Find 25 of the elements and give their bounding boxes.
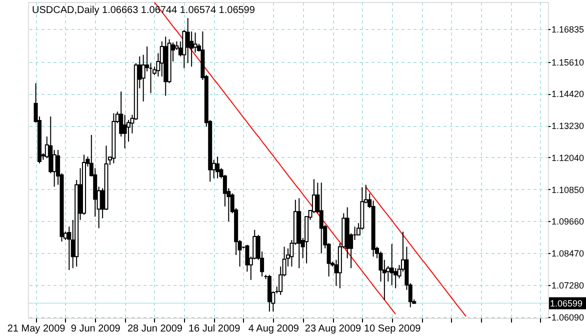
y-tick-label: 1.15610 <box>552 57 584 68</box>
y-tick-label: 1.12040 <box>552 152 584 163</box>
candlestick <box>186 18 190 64</box>
x-tick-label: 10 Sep 2009 <box>364 324 422 334</box>
x-tick-label: 23 Aug 2009 <box>304 324 362 334</box>
candlestick <box>193 32 198 54</box>
y-tick-label: 1.09660 <box>552 216 584 227</box>
candlestick <box>216 156 220 179</box>
y-tick-label: 1.13230 <box>552 121 584 132</box>
x-tick-label: 4 Aug 2009 <box>248 324 300 334</box>
y-tick-label: 1.06090 <box>552 312 584 322</box>
line-series <box>365 186 467 317</box>
y-tick-label: 1.16835 <box>552 24 584 34</box>
candlestick <box>390 244 394 286</box>
x-tick-label: 21 May 2009 <box>7 324 66 334</box>
candlestick <box>122 114 127 149</box>
y-tick-label: 1.14420 <box>552 89 584 100</box>
x-tick-label: 9 Jun 2009 <box>70 324 121 334</box>
ref-line-label: 1.06599 <box>550 298 583 308</box>
y-tick-label: 1.10850 <box>552 184 584 195</box>
y-tick-label: 1.07280 <box>552 280 584 291</box>
candlestick <box>319 182 324 254</box>
y-tick-label: 1.08470 <box>552 248 584 259</box>
x-tick-label: 28 Jun 2009 <box>127 324 183 334</box>
x-tick-label: 16 Jul 2009 <box>188 324 241 334</box>
